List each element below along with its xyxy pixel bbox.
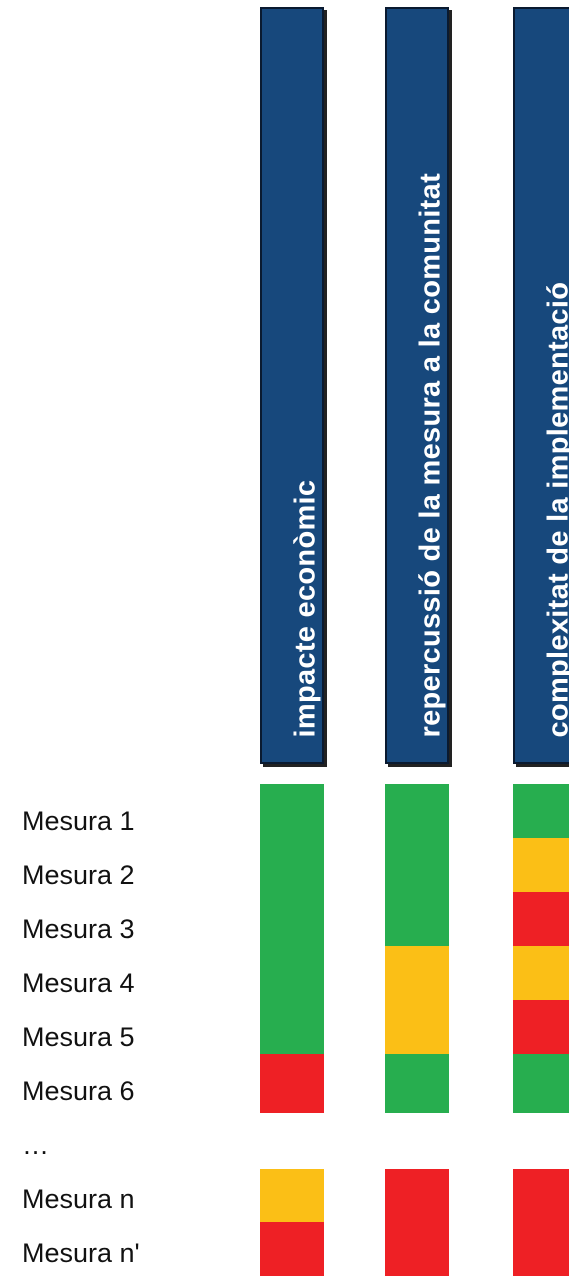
row-label-mesura-n-prime: Mesura n' [22, 1238, 140, 1268]
header-complexitat: complexitat de la implementació [513, 7, 569, 764]
row-label-mesura-4: Mesura 4 [22, 968, 135, 998]
rating-cell-impacte-mesura-6 [260, 1054, 324, 1113]
row-label-mesura-2: Mesura 2 [22, 860, 135, 890]
header-repercussio-label: repercussió de la mesura a la comunitat [414, 172, 447, 738]
rating-cell-repercussio-mesura-6 [385, 1054, 449, 1113]
rating-cell-repercussio-mesura-2 [385, 838, 449, 893]
rating-cell-impacte-mesura-3 [260, 892, 324, 947]
row-label-ellipsis: … [22, 1130, 49, 1160]
rating-cell-impacte-mesura-1 [260, 784, 324, 839]
rating-cell-complexitat-mesura-n [513, 1169, 569, 1223]
row-label-mesura-6: Mesura 6 [22, 1076, 135, 1106]
rating-cell-repercussio-mesura-5 [385, 1000, 449, 1055]
rating-cell-complexitat-mesura-6 [513, 1054, 569, 1113]
rating-cell-complexitat-mesura-2 [513, 838, 569, 893]
header-repercussio: repercussió de la mesura a la comunitat [385, 7, 449, 764]
row-label-mesura-1: Mesura 1 [22, 806, 135, 836]
header-impacte-label: impacte econòmic [289, 479, 322, 738]
rating-cell-impacte-mesura-2 [260, 838, 324, 893]
rating-cell-complexitat-mesura-n [513, 1222, 569, 1276]
rating-cell-impacte-mesura-4 [260, 946, 324, 1001]
rating-cell-impacte-mesura-5 [260, 1000, 324, 1055]
rating-cell-complexitat-mesura-3 [513, 892, 569, 947]
rating-cell-repercussio-mesura-n [385, 1222, 449, 1276]
rating-cell-complexitat-mesura-4 [513, 946, 569, 1001]
rating-cell-repercussio-mesura-3 [385, 892, 449, 947]
rating-cell-complexitat-mesura-1 [513, 784, 569, 839]
row-label-mesura-n: Mesura n [22, 1184, 135, 1214]
header-complexitat-label: complexitat de la implementació [542, 281, 569, 738]
rating-cell-repercussio-mesura-1 [385, 784, 449, 839]
rating-cell-repercussio-mesura-4 [385, 946, 449, 1001]
rating-cell-impacte-mesura-n [260, 1169, 324, 1223]
rating-cell-repercussio-mesura-n [385, 1169, 449, 1223]
row-label-mesura-3: Mesura 3 [22, 914, 135, 944]
rating-cell-impacte-mesura-n [260, 1222, 324, 1276]
row-label-mesura-5: Mesura 5 [22, 1022, 135, 1052]
rating-cell-complexitat-mesura-5 [513, 1000, 569, 1055]
header-impacte: impacte econòmic [260, 7, 324, 764]
